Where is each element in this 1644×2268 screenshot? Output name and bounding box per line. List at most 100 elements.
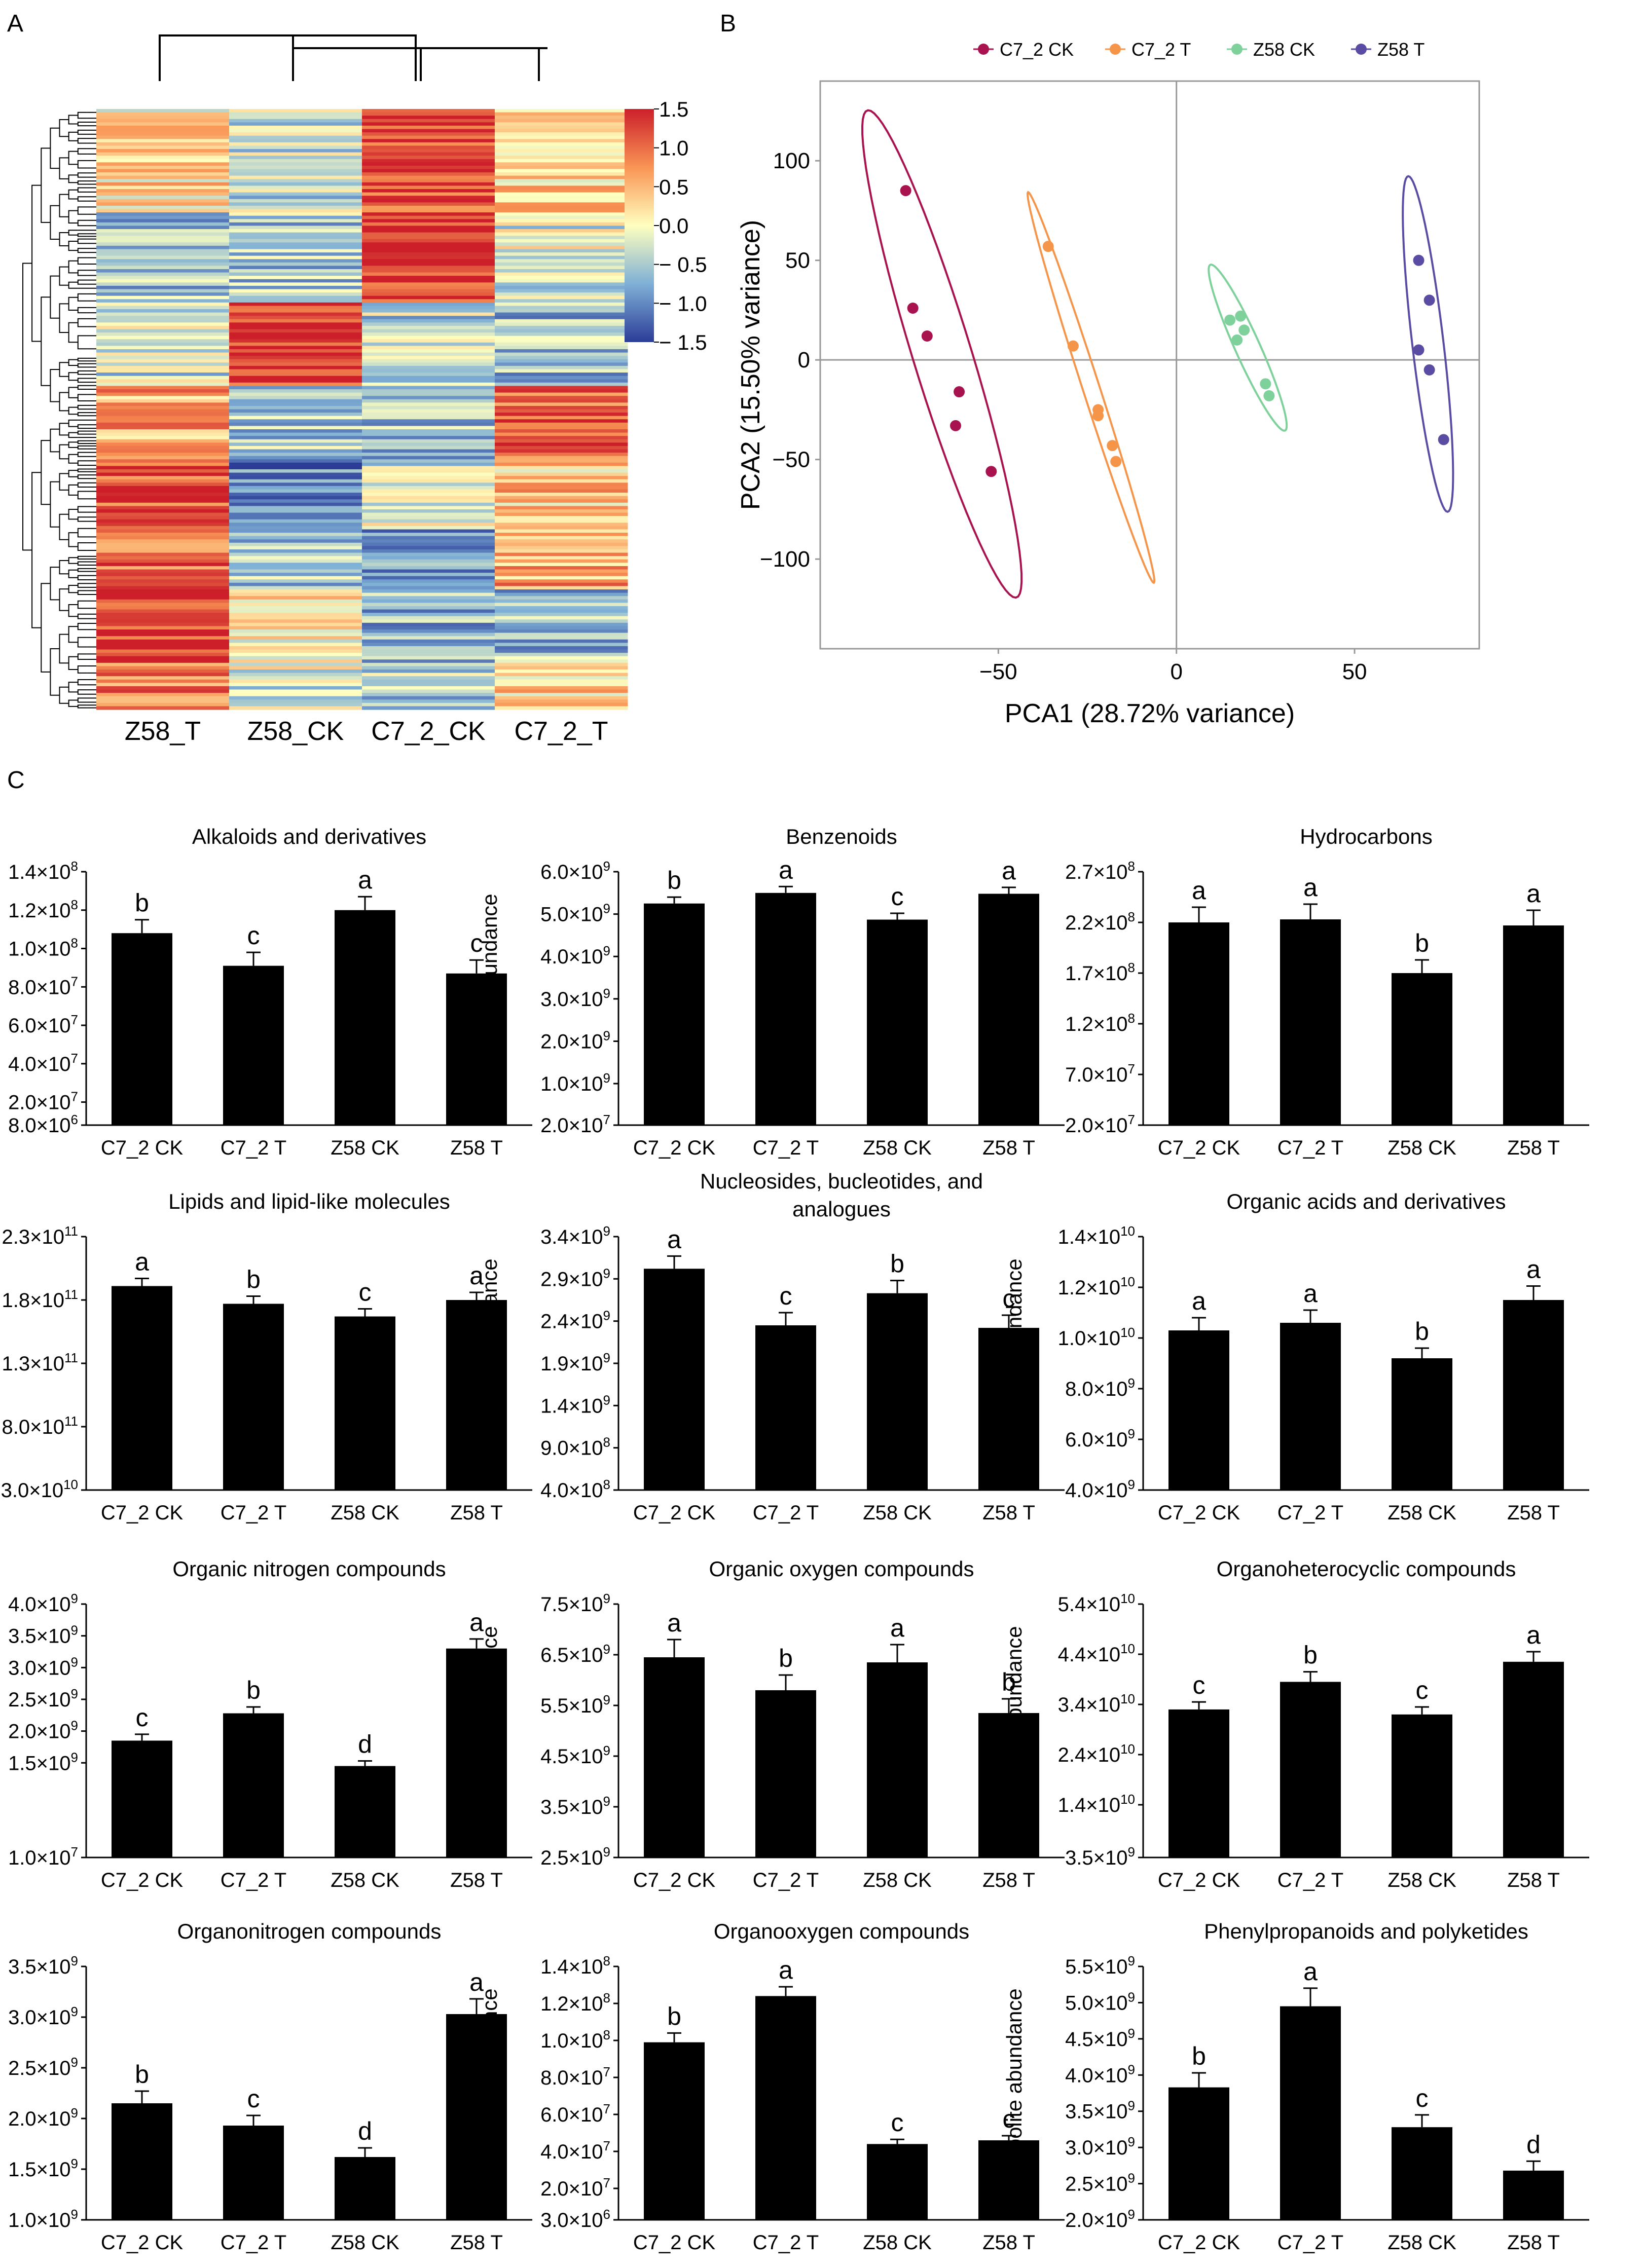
heatmap-cell — [229, 316, 362, 320]
heatmap-cell — [495, 282, 628, 286]
category-label: C7_2 T — [753, 1502, 819, 1524]
heatmap-cell — [96, 292, 230, 296]
heatmap-cell — [96, 409, 230, 413]
heatmap-cell — [362, 125, 495, 130]
heatmap-cell — [96, 135, 230, 139]
heatmap-cell — [495, 285, 628, 290]
pca-y-label: PCA2 (15.50% variance) — [736, 220, 765, 510]
heatmap-cell — [96, 646, 230, 650]
heatmap-cell — [495, 396, 628, 400]
heatmap-cell — [362, 359, 495, 363]
heatmap-cell — [495, 439, 628, 443]
heatmap-cell — [96, 359, 230, 363]
significance-letter: a — [1303, 873, 1318, 902]
heatmap-cell — [96, 232, 230, 236]
heatmap-cell — [96, 362, 230, 366]
bar — [112, 1286, 172, 1490]
heatmap-cell — [96, 336, 230, 340]
heatmap-cell — [229, 592, 362, 597]
heatmap-cell — [96, 462, 230, 467]
legend-marker — [1110, 44, 1121, 55]
error-bar — [1192, 1701, 1206, 1709]
pca-panel: C7_2 CK C7_2 T Z58 CK Z58 T −50 0 50100500−50… — [736, 39, 1480, 728]
heatmap-cell — [229, 299, 362, 303]
pca-point — [1107, 440, 1118, 452]
pca-y-tick-label: 0 — [798, 348, 810, 373]
row-dendrogram — [22, 111, 96, 709]
heatmap-cell — [362, 699, 495, 703]
dendrogram-branch — [59, 303, 69, 333]
heatmap-cell — [362, 302, 495, 307]
colorbar-tick-label: − 0.5 — [659, 253, 707, 277]
dendrogram-branch — [77, 270, 87, 276]
y-tick-label: 4.0×107 — [8, 1051, 78, 1075]
heatmap-cell — [495, 376, 628, 380]
heatmap-cell — [229, 365, 362, 370]
significance-letter: a — [1192, 1287, 1206, 1315]
error-bar — [667, 896, 681, 904]
heatmap-cell — [96, 175, 230, 179]
dendrogram-branch — [77, 404, 87, 410]
heatmap-cell — [495, 222, 628, 227]
heatmap-cell — [362, 232, 495, 236]
heatmap-cell — [96, 699, 230, 703]
heatmap-cell — [495, 266, 628, 270]
heatmap-cell — [229, 526, 362, 530]
heatmap-cell — [495, 472, 628, 476]
heatmap-cell — [362, 179, 495, 183]
pca-x-tick-label: 0 — [1170, 659, 1182, 684]
heatmap-cell — [495, 636, 628, 640]
heatmap-cell — [495, 402, 628, 406]
heatmap-cell — [495, 589, 628, 593]
heatmap-cell — [96, 442, 230, 447]
pca-point — [907, 303, 919, 314]
heatmap-cell — [495, 693, 628, 697]
heatmap-cell — [362, 622, 495, 627]
heatmap-cell — [362, 639, 495, 643]
heatmap-cell — [362, 529, 495, 533]
category-label: C7_2 CK — [1158, 1502, 1240, 1524]
heatmap-cell — [229, 659, 362, 663]
dendrogram-branch — [77, 129, 87, 135]
y-tick-label: 1.3×1011 — [2, 1350, 78, 1375]
heatmap-cell — [229, 405, 362, 410]
heatmap-cell — [229, 509, 362, 513]
bar — [335, 2157, 395, 2220]
heatmap-cell — [229, 613, 362, 617]
pca-point — [985, 466, 997, 477]
y-tick-label: 4.5×109 — [1065, 2026, 1135, 2051]
category-label: C7_2 T — [221, 2232, 286, 2254]
heatmap-cell — [96, 486, 230, 490]
heatmap-cell — [96, 285, 230, 290]
heatmap-cell — [229, 702, 362, 707]
heatmap-cell — [362, 346, 495, 350]
heatmap-cell — [96, 509, 230, 513]
heatmap-cell — [96, 272, 230, 276]
dendrogram-branch — [77, 528, 87, 538]
dendrogram-branch — [77, 555, 87, 560]
heatmap-cell — [495, 616, 628, 620]
y-axis-label: Metabolite abundance — [478, 1258, 501, 1468]
heatmap-cell — [495, 419, 628, 423]
dendrogram-branch — [59, 232, 69, 246]
y-tick-label: 1.4×108 — [8, 859, 78, 883]
heatmap-cell — [96, 436, 230, 440]
heatmap-cell — [362, 445, 495, 450]
heatmap-cell — [362, 422, 495, 427]
dendrogram-branch — [68, 441, 78, 448]
heatmap-cell — [96, 689, 230, 693]
heatmap-cell — [229, 359, 362, 363]
heatmap-cell — [229, 533, 362, 537]
heatmap-cell — [96, 295, 230, 300]
heatmap-cell — [362, 469, 495, 473]
heatmap-cell — [495, 702, 628, 707]
heatmap-cell — [96, 586, 230, 590]
heatmap-cell — [96, 573, 230, 577]
heatmap-cell — [96, 242, 230, 246]
heatmap-cell — [96, 439, 230, 443]
error-bar — [358, 896, 372, 910]
dendrogram-branch — [68, 699, 78, 707]
heatmap-cell — [495, 302, 628, 307]
heatmap-cell — [96, 189, 230, 193]
heatmap-cell — [495, 219, 628, 223]
